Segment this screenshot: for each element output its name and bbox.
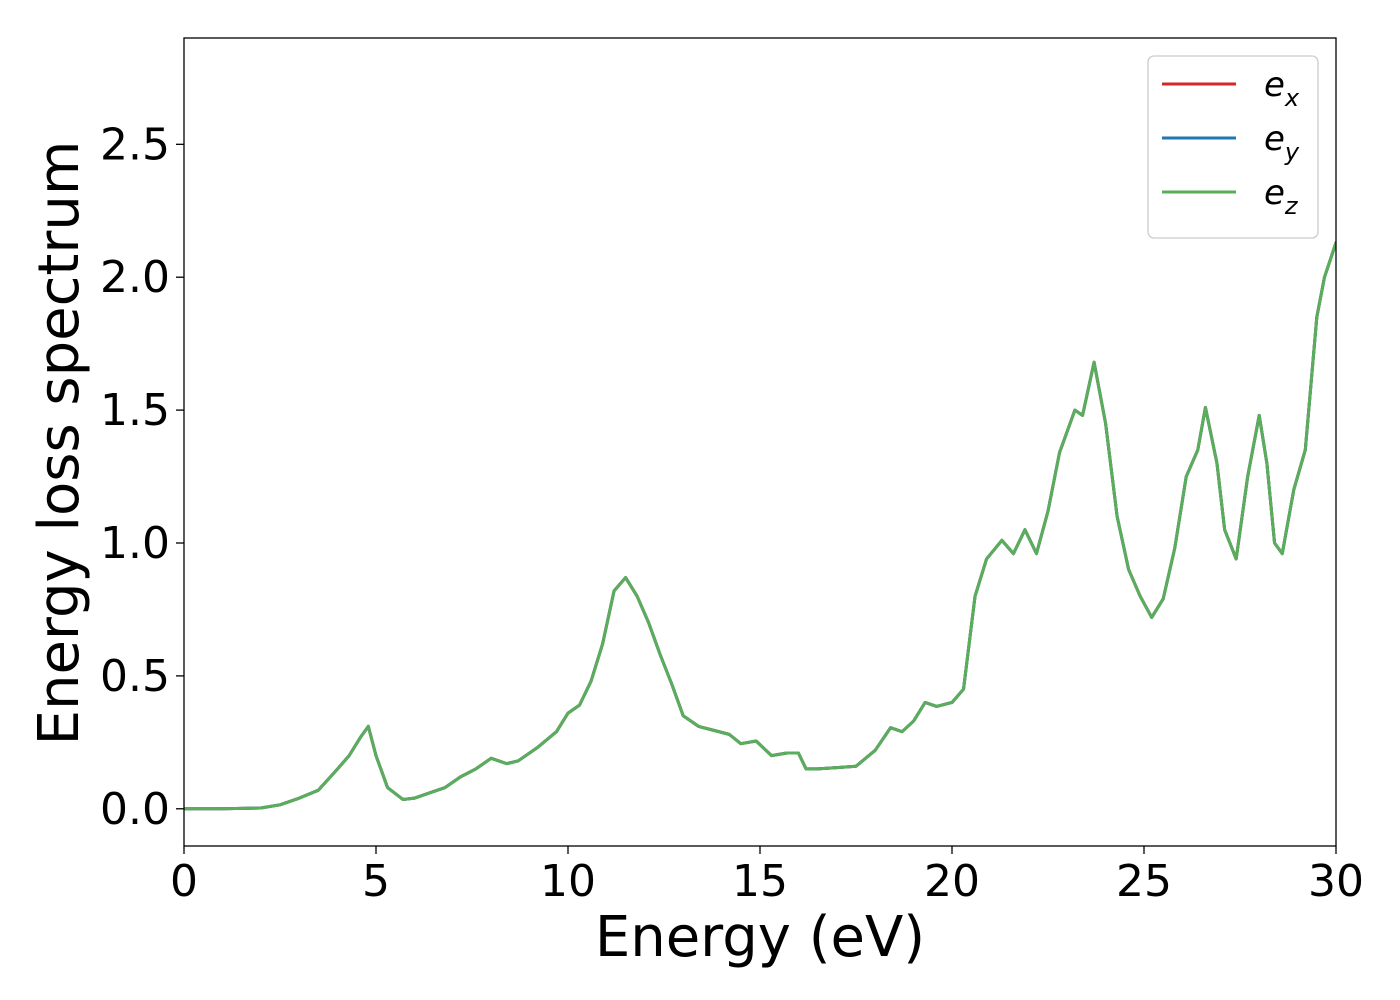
legend-label-ez: ez (1264, 173, 1299, 220)
legend-label-subscript: z (1284, 192, 1299, 220)
series-line-ez (184, 241, 1336, 811)
y-tick-label: 0.0 (100, 784, 170, 835)
legend-label-main: e (1264, 173, 1285, 213)
legend-label-subscript: x (1284, 84, 1300, 112)
legend-label-main: e (1264, 65, 1285, 105)
x-tick-label: 5 (362, 856, 390, 907)
x-tick-label: 10 (540, 856, 596, 907)
legend-label-subscript: y (1284, 138, 1300, 166)
x-axis: 0 5 10 15 20 25 30 (170, 846, 1364, 907)
x-tick-label: 20 (924, 856, 980, 907)
x-tick-label: 25 (1116, 856, 1172, 907)
y-tick-label: 1.5 (100, 385, 170, 436)
x-tick-label: 15 (732, 856, 788, 907)
y-tick-label: 2.5 (100, 119, 170, 170)
x-axis-title: Energy (eV) (595, 905, 925, 970)
y-axis: 0.0 0.5 1.0 1.5 2.0 2.5 (100, 119, 184, 835)
legend-label-main: e (1264, 119, 1285, 159)
y-tick-label: 1.0 (100, 518, 170, 569)
x-tick-label: 30 (1308, 856, 1364, 907)
legend-label-ey: ey (1264, 119, 1300, 166)
y-tick-label: 0.5 (100, 651, 170, 702)
legend-label-ex: ex (1264, 65, 1300, 112)
y-tick-label: 2.0 (100, 252, 170, 303)
y-axis-title: Energy loss spectrum (27, 141, 92, 746)
plot-area (183, 37, 1337, 847)
x-tick-label: 0 (170, 856, 198, 907)
